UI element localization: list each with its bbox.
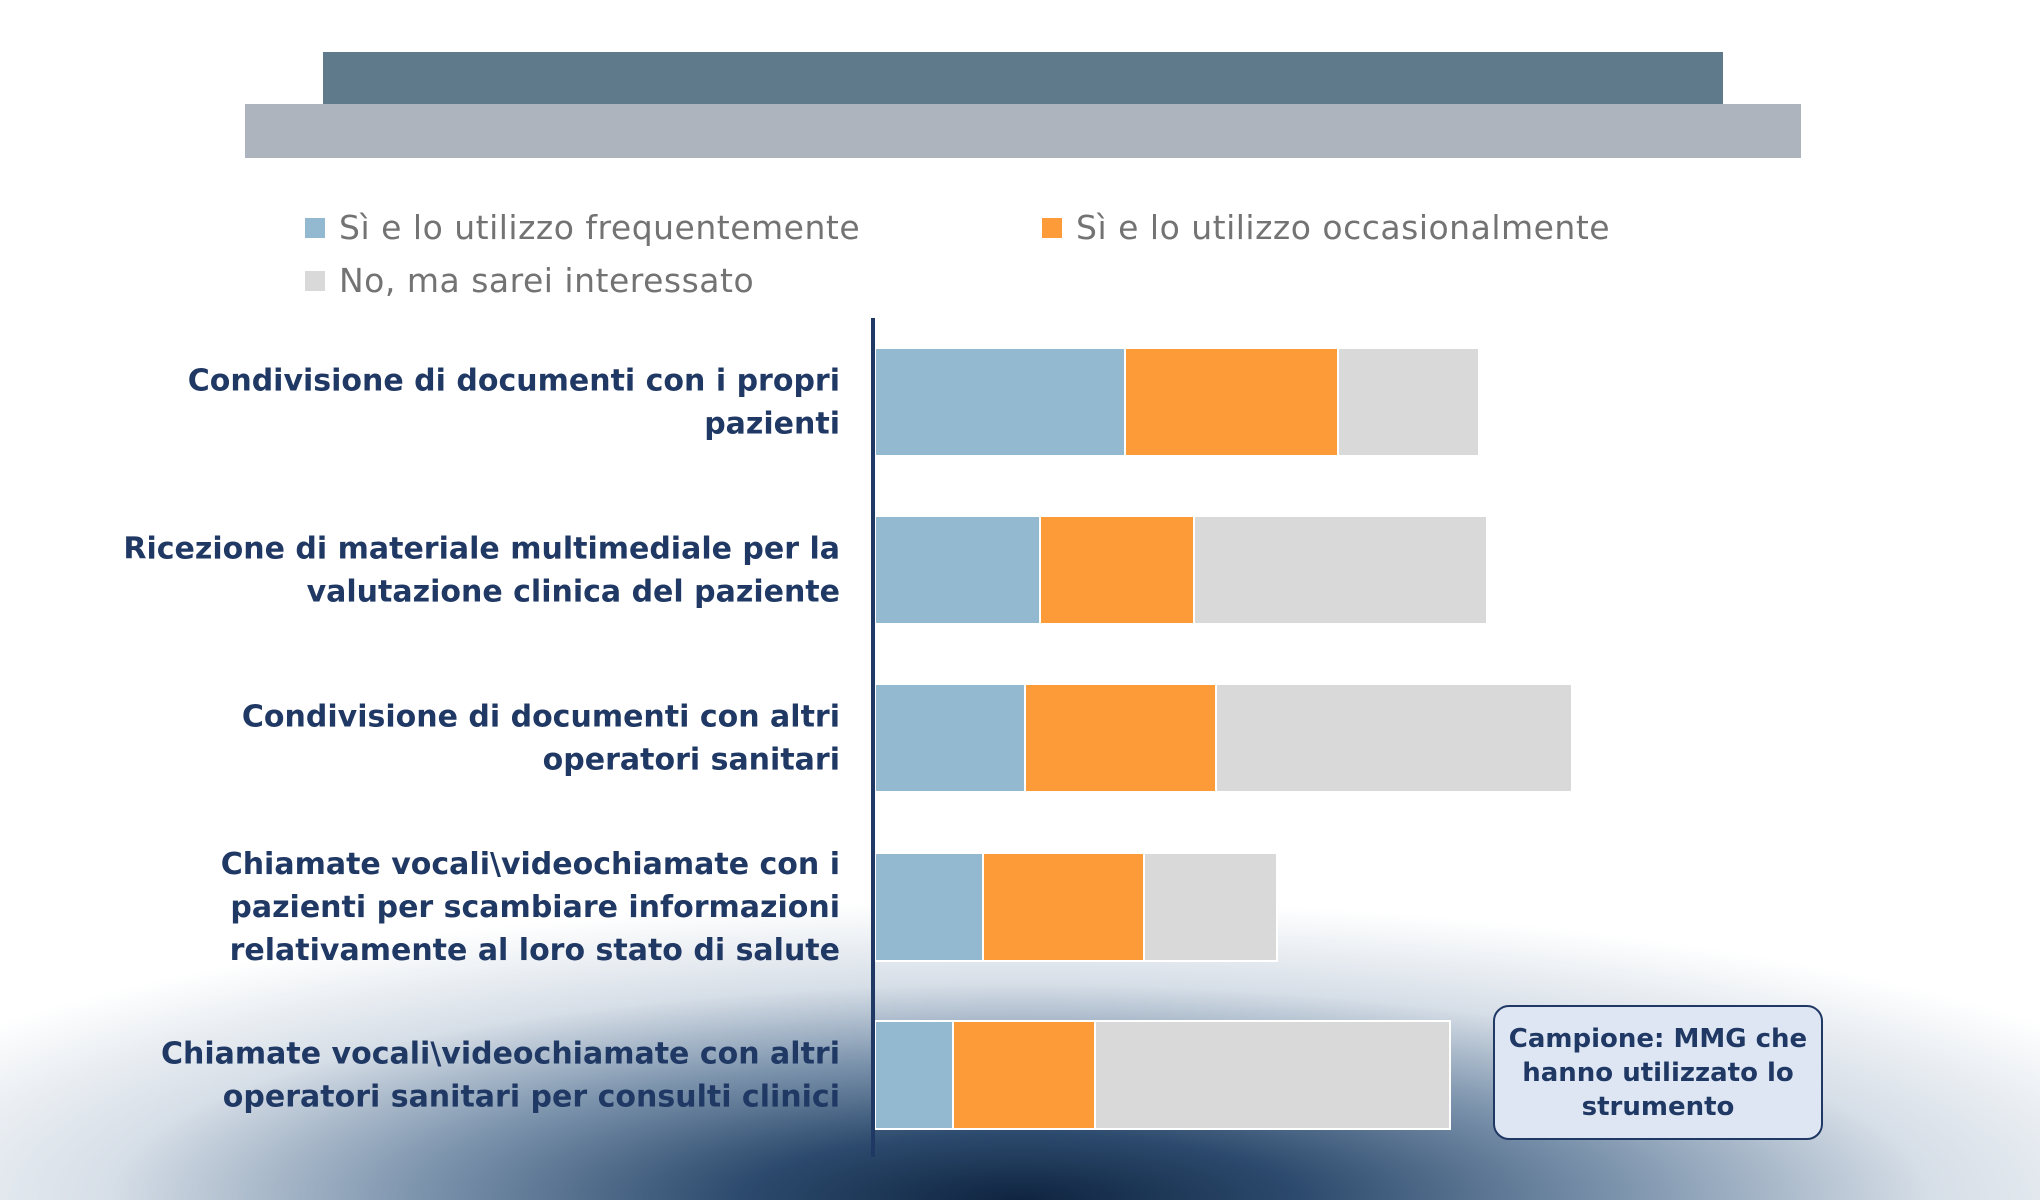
header-banner-top xyxy=(323,52,1723,104)
bar-segment-3-series-2 xyxy=(1024,683,1217,793)
legend-swatch-interested xyxy=(305,270,325,291)
bar-segment-1-series-2 xyxy=(1124,347,1339,457)
category-label-2: Ricezione di materiale multimediale per … xyxy=(123,532,840,610)
bar-segment-3-series-1 xyxy=(874,683,1026,793)
bar-segment-1-series-3 xyxy=(1337,347,1480,457)
bar-segment-2-series-2 xyxy=(1039,515,1195,625)
category-label-line: operatori sanitari xyxy=(543,743,840,778)
category-label-line: Chiamate vocali\videochiamate con i xyxy=(221,847,840,882)
legend-swatch-frequent xyxy=(305,217,325,238)
sample-note-box: Campione: MMG che hanno utilizzato lo st… xyxy=(1493,1005,1823,1140)
category-label-line: relativamente al loro stato di salute xyxy=(230,933,840,968)
category-label-line: pazienti xyxy=(704,407,840,442)
legend-swatch-occasional xyxy=(1042,217,1062,238)
category-label-line: Ricezione di materiale multimediale per … xyxy=(123,532,840,567)
category-label-1: Condivisione di documenti con i propri pa… xyxy=(188,364,840,442)
category-label-line: Condivisione di documenti con altri xyxy=(242,700,840,735)
category-label-line: operatori sanitari per consulti clinici xyxy=(223,1080,840,1115)
bar-segment-5-series-1 xyxy=(874,1020,954,1130)
bar-segment-2-series-3 xyxy=(1193,515,1488,625)
category-label-5: Chiamate vocali\videochiamate con altri o… xyxy=(161,1037,840,1115)
legend-label-interested: No, ma sarei interessato xyxy=(339,261,755,300)
bar-segment-1-series-1 xyxy=(874,347,1126,457)
category-label-line: Chiamate vocali\videochiamate con altri xyxy=(161,1037,840,1072)
category-label-line: Condivisione di documenti con i propri xyxy=(188,364,840,399)
bar-segment-4-series-2 xyxy=(982,852,1145,962)
bar-segment-5-series-3 xyxy=(1094,1020,1451,1130)
category-label-3: Condivisione di documenti con altri opera… xyxy=(242,700,840,778)
bar-segment-2-series-1 xyxy=(874,515,1041,625)
legend-label-frequent: Sì e lo utilizzo frequentemente xyxy=(339,208,861,247)
legend-item-occasional: Sì e lo utilizzo occasionalmente xyxy=(1042,208,1610,247)
legend-item-frequent: Sì e lo utilizzo frequentemente xyxy=(305,208,860,247)
bar-segment-4-series-1 xyxy=(874,852,984,962)
header-banner-bottom xyxy=(245,104,1801,158)
legend-item-interested: No, ma sarei interessato xyxy=(305,261,754,300)
category-label-line: pazienti per scambiare informazioni xyxy=(230,890,840,925)
bar-segment-4-series-3 xyxy=(1143,852,1278,962)
category-label-4: Chiamate vocali\videochiamate con i pazie… xyxy=(221,847,840,968)
bar-segment-5-series-2 xyxy=(952,1020,1096,1130)
legend-label-occasional: Sì e lo utilizzo occasionalmente xyxy=(1076,208,1611,247)
sample-note-text: Campione: MMG che hanno utilizzato lo st… xyxy=(1508,1023,1808,1122)
bar-segment-3-series-3 xyxy=(1215,683,1573,793)
category-label-line: valutazione clinica del paziente xyxy=(307,575,840,610)
